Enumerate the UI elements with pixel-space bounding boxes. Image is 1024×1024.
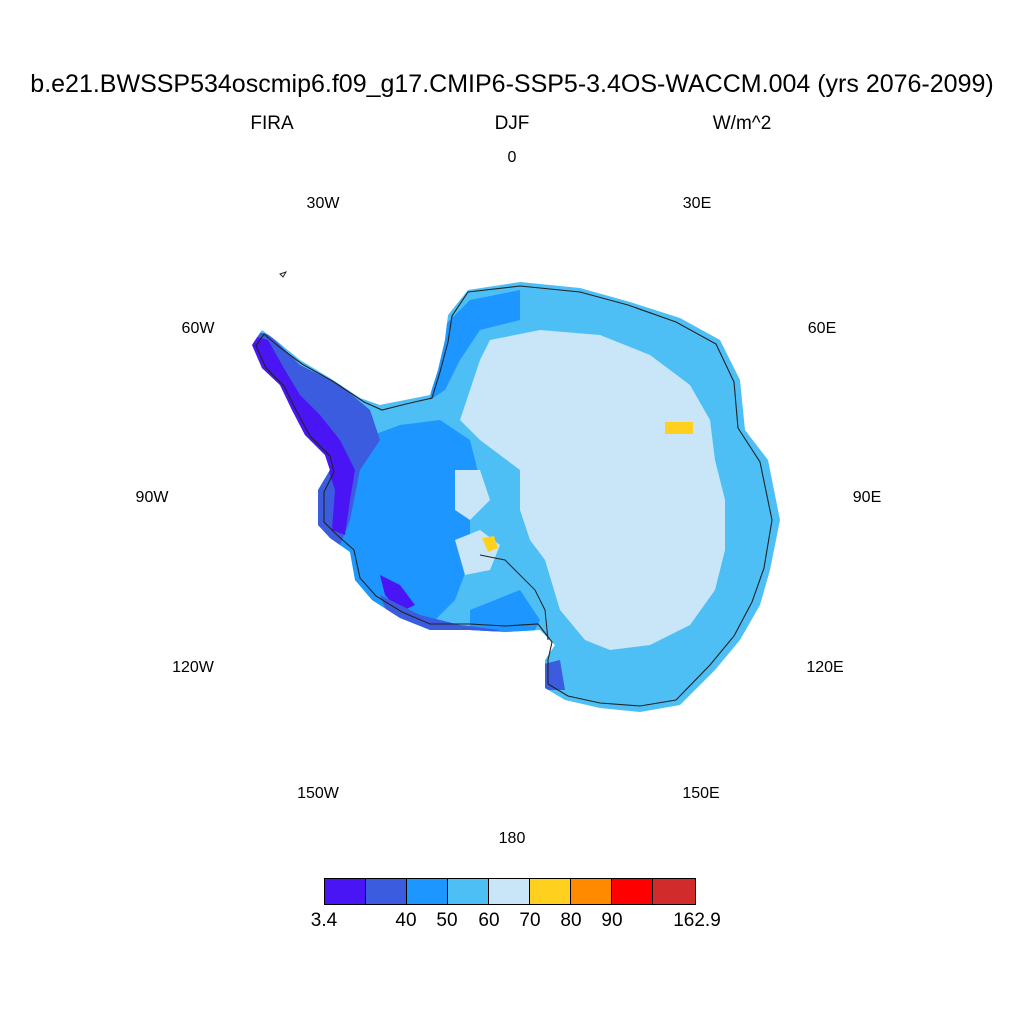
colorbar-label-70: 70 (519, 910, 541, 931)
lon-label-120e: 120E (806, 659, 844, 676)
variable-label: FIRA (250, 113, 294, 134)
coastline (255, 285, 773, 707)
colorbar-box-3 (406, 878, 448, 905)
south-orkney-islet (279, 271, 288, 278)
lon-label-90w: 90W (135, 489, 169, 506)
coastal-band-3 (470, 590, 540, 640)
lon-label-30e: 30E (682, 195, 712, 212)
colorbar-box-8 (611, 878, 653, 905)
colorbar-box-6 (529, 878, 571, 905)
units-label: W/m^2 (712, 113, 772, 134)
lon-label-120w: 120W (172, 659, 214, 676)
colorbar-label-max: 162.9 (673, 910, 721, 931)
colorbar-label-40: 40 (395, 910, 417, 931)
colorbar-label-min: 3.4 (310, 910, 338, 931)
colorbar-label-50: 50 (436, 910, 458, 931)
hotspot-east (665, 422, 693, 434)
colorbar-label-80: 80 (560, 910, 582, 931)
colorbar-box-1 (324, 878, 366, 905)
lon-label-180: 180 (498, 830, 526, 847)
coastal-band-2 (430, 290, 520, 400)
lon-label-150w: 150W (297, 785, 339, 802)
season-label: DJF (494, 113, 530, 134)
colorbar-label-90: 90 (601, 910, 623, 931)
lon-label-30w: 30W (306, 195, 340, 212)
colorbar-box-7 (570, 878, 612, 905)
hotspot-ross (482, 536, 498, 552)
lon-label-150e: 150E (682, 785, 720, 802)
ross-coast-dark (380, 575, 415, 612)
lon-label-90e: 90E (852, 489, 882, 506)
plot-title: b.e21.BWSSP534oscmip6.f09_g17.CMIP6-SSP5… (30, 70, 994, 98)
colorbar-box-5 (488, 878, 530, 905)
interior-plateau (460, 330, 725, 650)
lon-label-60e: 60E (807, 320, 837, 337)
colorbar-label-60: 60 (478, 910, 500, 931)
colorbar-box-9 (652, 878, 696, 905)
lon-label-0: 0 (507, 149, 517, 166)
lon-label-60w: 60W (181, 320, 215, 337)
victoria-coast (540, 660, 565, 690)
colorbar-box-2 (365, 878, 407, 905)
interior-patch (455, 470, 490, 520)
colorbar-box-4 (447, 878, 489, 905)
coastal-band (320, 420, 480, 625)
ross-shelf-line (479, 554, 549, 641)
